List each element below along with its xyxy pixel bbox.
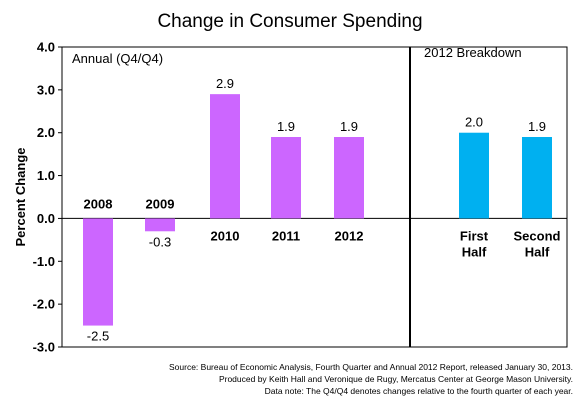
- bar: [522, 137, 552, 219]
- source-note: Source: Bureau of Economic Analysis, Fou…: [169, 362, 573, 396]
- y-tick-label: 2.0: [37, 125, 55, 140]
- y-tick-label: -2.0: [33, 297, 55, 312]
- chart-marks: 4.0 3.0 2.0 1.0 0.0 -1.0 -2.0 -3.0 Annual (Q4/Q4…: [33, 40, 568, 355]
- category-label: 2012: [335, 228, 364, 243]
- category-label: 2009: [146, 196, 175, 211]
- y-tick-label: 4.0: [37, 40, 55, 55]
- bar: [271, 137, 301, 219]
- source-line-3: Data note: The Q4/Q4 denotes changes rel…: [265, 386, 573, 396]
- bar: [334, 137, 364, 219]
- y-tick-label: 3.0: [37, 82, 55, 97]
- source-line-1: Source: Bureau of Economic Analysis, Fou…: [169, 362, 573, 372]
- bar: [459, 132, 489, 219]
- panel-label-annual: Annual (Q4/Q4): [72, 51, 163, 66]
- data-label: 2.0: [465, 115, 483, 130]
- y-axis-label: Percent Change: [13, 148, 28, 247]
- category-label: 2011: [272, 228, 300, 243]
- chart-title: Change in Consumer Spending: [157, 11, 422, 32]
- bar: [83, 218, 113, 326]
- y-tick-label: -1.0: [33, 254, 55, 269]
- category-label: First: [460, 228, 489, 243]
- data-label: 1.9: [528, 119, 546, 134]
- y-tick-label: 1.0: [37, 168, 55, 183]
- data-label: 1.9: [277, 119, 295, 134]
- data-label: 1.9: [340, 119, 358, 134]
- category-label: Half: [462, 244, 487, 259]
- data-label: 2.9: [216, 76, 234, 91]
- bar: [210, 94, 240, 219]
- category-label: Half: [525, 244, 550, 259]
- data-label: -2.5: [87, 329, 109, 344]
- y-tick-label: -3.0: [33, 340, 55, 355]
- source-line-2: Produced by Keith Hall and Veronique de …: [219, 374, 573, 384]
- y-tick-label: 0.0: [37, 211, 55, 226]
- category-label: 2010: [211, 228, 240, 243]
- category-label: 2008: [84, 196, 113, 211]
- bar: [145, 218, 175, 232]
- plot-frame: [61, 46, 568, 348]
- category-label: Second: [514, 228, 561, 243]
- data-label: -0.3: [149, 234, 171, 249]
- panel-label-breakdown: 2012 Breakdown: [424, 45, 522, 60]
